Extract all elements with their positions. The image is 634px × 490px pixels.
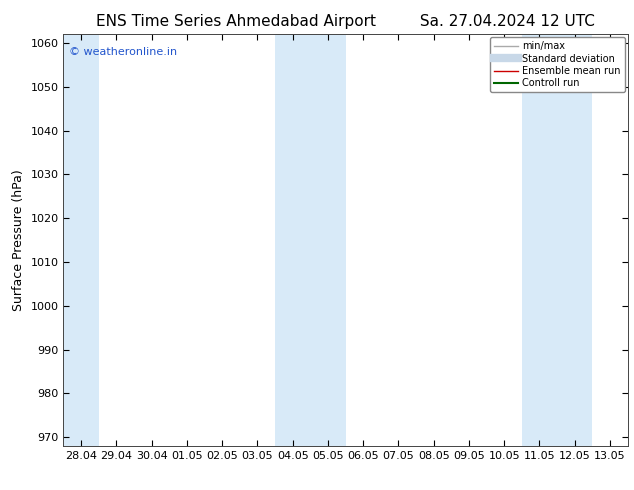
Y-axis label: Surface Pressure (hPa): Surface Pressure (hPa): [12, 169, 25, 311]
Text: © weatheronline.in: © weatheronline.in: [69, 47, 177, 57]
Title: ENS Time Series Ahmedabad Airport         Sa. 27.04.2024 12 UTC: ENS Time Series Ahmedabad Airport Sa. 27…: [96, 14, 595, 29]
Bar: [275, 34, 346, 446]
Legend: min/max, Standard deviation, Ensemble mean run, Controll run: min/max, Standard deviation, Ensemble me…: [490, 37, 624, 92]
Bar: [522, 34, 592, 446]
Bar: [63, 34, 99, 446]
